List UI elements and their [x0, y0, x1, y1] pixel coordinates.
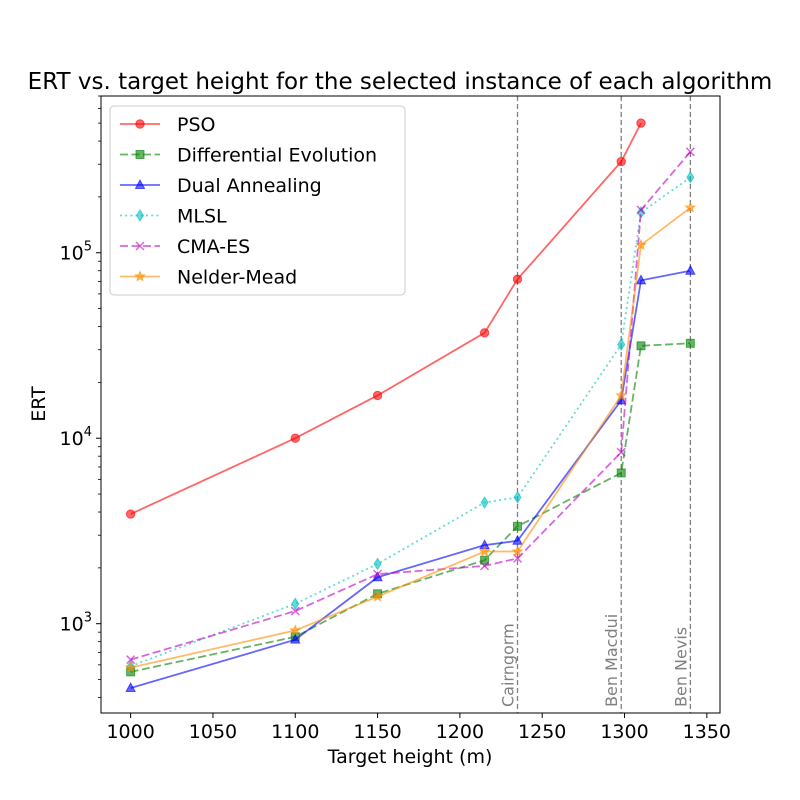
data-point — [616, 468, 626, 478]
data-point — [290, 606, 300, 616]
x-tick-label: 1050 — [189, 721, 237, 743]
data-point — [616, 447, 626, 457]
data-point — [373, 569, 383, 579]
legend-item: Nelder-Mead — [120, 267, 297, 289]
data-point — [125, 509, 136, 519]
data-point — [634, 238, 648, 251]
data-point — [479, 328, 490, 338]
data-point — [513, 490, 522, 504]
legend-label: Dual Annealing — [177, 175, 322, 197]
series-line — [130, 269, 691, 689]
data-point — [685, 338, 695, 348]
data-point — [480, 561, 490, 571]
y-tick-base: 10 — [60, 243, 84, 265]
y-axis-label: ERT — [28, 386, 50, 422]
data-point — [291, 597, 300, 611]
data-point — [635, 274, 647, 285]
annotation-label: Ben Nevis — [671, 627, 690, 707]
legend-label: MLSL — [177, 206, 227, 228]
legend-item: Dual Annealing — [120, 175, 322, 197]
legend-marker — [133, 270, 147, 282]
data-point — [289, 633, 301, 644]
data-point — [371, 590, 384, 602]
legend-label: CMA-ES — [177, 236, 250, 258]
y-tick-label: 105 — [60, 240, 92, 265]
data-point — [636, 205, 646, 215]
legend-label: Nelder-Mead — [177, 267, 297, 289]
data-point — [290, 433, 300, 443]
series-5 — [124, 201, 697, 673]
data-point — [636, 341, 646, 351]
y-tick-base: 10 — [60, 614, 84, 636]
series-0 — [125, 118, 646, 519]
legend-marker — [135, 119, 145, 129]
data-point — [512, 534, 523, 545]
data-point — [289, 624, 302, 636]
series-3 — [126, 170, 695, 673]
data-point — [480, 496, 489, 509]
x-tick-label: 1150 — [353, 721, 401, 743]
legend: PSO Differential Evolution Dual Annealing M… — [109, 105, 406, 296]
y-tick-exp: 5 — [84, 240, 92, 255]
data-point — [685, 147, 695, 157]
data-point — [124, 661, 137, 673]
legend-item: PSO — [120, 114, 215, 136]
legend-marker — [135, 150, 145, 159]
legend-label: PSO — [177, 114, 215, 136]
data-point — [684, 201, 697, 213]
legend-marker — [135, 241, 145, 251]
series-group — [124, 118, 697, 693]
data-point — [513, 521, 523, 531]
y-tick-exp: 3 — [84, 611, 92, 626]
data-point — [615, 389, 628, 401]
x-tick-label: 1100 — [271, 721, 319, 743]
legend-marker — [134, 178, 146, 189]
series-line — [130, 176, 691, 668]
data-point — [511, 545, 524, 557]
legend-label: Differential Evolution — [177, 145, 377, 167]
legend-item: Differential Evolution — [120, 145, 377, 167]
y-tick-label: 104 — [60, 425, 92, 450]
annotation-label: Cairngorm — [499, 623, 518, 707]
chart-title: ERT vs. target height for the selected i… — [28, 69, 773, 95]
plot-frame — [100, 95, 721, 714]
data-point — [616, 156, 626, 167]
x-tick-label: 1350 — [683, 721, 731, 743]
data-point — [512, 274, 523, 284]
data-point — [617, 338, 626, 351]
plot-area — [124, 118, 697, 693]
legend-marker — [135, 209, 145, 222]
data-point — [686, 170, 695, 184]
annotation-label: Ben Macdui — [602, 614, 621, 707]
annotations: Cairngorm Ben Macdui Ben Nevis — [499, 96, 692, 713]
data-point — [685, 264, 696, 275]
x-tick-label: 1000 — [106, 721, 154, 743]
data-point — [125, 681, 136, 693]
series-line — [130, 206, 691, 669]
data-point — [373, 557, 382, 571]
x-tick-label: 1250 — [518, 721, 566, 743]
data-point — [372, 390, 383, 401]
x-tick-label: 1300 — [600, 721, 648, 743]
legend-item: MLSL — [120, 206, 227, 228]
series-line — [130, 151, 692, 661]
legend-item: CMA-ES — [120, 236, 250, 258]
x-axis-label: Target height (m) — [327, 746, 493, 768]
data-point — [636, 118, 646, 128]
x-axis: 1000 1050 1100 1150 1200 1250 1300 1350 — [106, 713, 731, 743]
y-tick-label: 103 — [60, 611, 92, 636]
y-tick-exp: 4 — [84, 425, 92, 440]
data-point — [478, 545, 491, 557]
data-point — [480, 555, 490, 565]
data-point — [126, 655, 136, 665]
x-tick-label: 1200 — [436, 721, 484, 743]
legend-box — [109, 105, 406, 296]
y-tick-base: 10 — [60, 428, 84, 450]
